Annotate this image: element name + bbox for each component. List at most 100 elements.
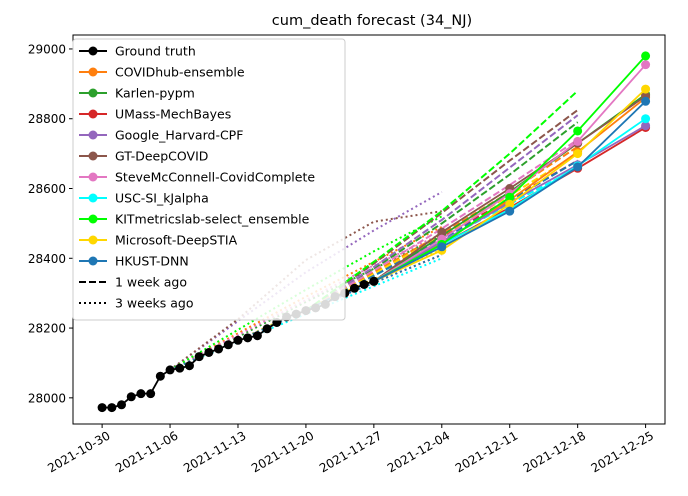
legend-marker xyxy=(88,130,98,140)
legend-label: SteveMcConnell-CovidComplete xyxy=(115,170,315,185)
ground-truth-point xyxy=(107,403,117,413)
legend-label: HKUST-DNN xyxy=(115,254,189,269)
one-week-ago-forecasts xyxy=(305,90,579,312)
legend-marker xyxy=(88,193,98,203)
ground-truth-point xyxy=(184,361,194,371)
y-tick-label: 28600 xyxy=(28,182,66,196)
x-tick-label: 2021-10-30 xyxy=(45,428,112,475)
legend-label: Microsoft-DeepSTIA xyxy=(115,233,238,248)
legend-entry: 3 weeks ago xyxy=(79,296,194,311)
ground-truth-point xyxy=(243,333,253,343)
legend-label: COVIDhub-ensemble xyxy=(115,65,245,80)
legend-label: Karlen-pypm xyxy=(115,86,195,101)
legend-entry: Google_Harvard-CPF xyxy=(79,128,243,143)
x-axis: 2021-10-30 2021-11-06 2021-11-13 2021-11-20… xyxy=(45,424,656,475)
forecast-point xyxy=(641,84,651,94)
x-tick-label: 2021-12-25 xyxy=(589,428,656,475)
x-tick-label: 2021-11-27 xyxy=(317,428,384,475)
forecast-point xyxy=(437,227,447,237)
dashed-line-Karlen-pypm xyxy=(305,121,579,312)
ground-truth-point xyxy=(233,335,243,345)
dotted-line-HKUST-DNN xyxy=(169,253,443,371)
legend-marker xyxy=(88,151,98,161)
dashed-line-Google_Harvard-CPF xyxy=(305,114,579,312)
forecast-point xyxy=(641,114,651,124)
forecast-point xyxy=(437,242,447,252)
ground-truth-point xyxy=(223,340,233,350)
ground-truth-point xyxy=(97,403,107,413)
forecast-point xyxy=(641,51,651,61)
ground-truth-point xyxy=(126,392,136,402)
legend: Ground truth COVIDhub-ensemble Karlen-pypm… xyxy=(72,38,346,321)
ground-truth-point xyxy=(252,331,262,341)
x-tick-label: 2021-12-04 xyxy=(385,428,452,475)
legend-entry: Ground truth xyxy=(79,44,196,59)
x-tick-label: 2021-11-20 xyxy=(249,428,316,475)
ground-truth-point xyxy=(155,371,165,381)
legend-marker xyxy=(88,109,98,119)
forecast-point xyxy=(505,206,515,216)
legend-label: Ground truth xyxy=(115,44,196,59)
forecast-point xyxy=(641,96,651,106)
forecast-point xyxy=(641,60,651,70)
x-tick-label: 2021-12-11 xyxy=(453,428,520,475)
legend-entry: KITmetricslab-select_ensemble xyxy=(79,212,310,227)
forecast-point xyxy=(505,192,515,202)
legend-marker xyxy=(88,67,98,77)
legend-entry: COVIDhub-ensemble xyxy=(79,65,245,80)
forecast-point xyxy=(641,121,651,131)
legend-marker xyxy=(88,256,98,266)
legend-marker xyxy=(88,46,98,56)
ground-truth-point xyxy=(204,347,214,357)
legend-label: UMass-MechBayes xyxy=(115,107,231,122)
y-tick-label: 29000 xyxy=(28,42,66,56)
legend-marker xyxy=(88,235,98,245)
legend-entry: USC-SI_kJalpha xyxy=(79,191,209,206)
legend-entry: Microsoft-DeepSTIA xyxy=(79,233,238,248)
forecast-line xyxy=(373,55,647,283)
legend-entry: 1 week ago xyxy=(79,275,187,290)
forecast-point xyxy=(573,149,583,159)
forecast-point xyxy=(573,126,583,136)
legend-entry: GT-DeepCOVID xyxy=(79,149,208,164)
ground-truth-point xyxy=(194,352,204,362)
ground-truth-point xyxy=(136,389,146,399)
y-tick-label: 28200 xyxy=(28,322,66,336)
x-tick-label: 2021-11-13 xyxy=(181,428,248,475)
y-tick-label: 28000 xyxy=(28,391,66,405)
forecast-point xyxy=(573,136,583,146)
ground-truth-point xyxy=(359,279,369,289)
forecast-point xyxy=(505,199,515,209)
legend-label: USC-SI_kJalpha xyxy=(115,191,209,206)
legend-marker xyxy=(88,88,98,98)
legend-label: Google_Harvard-CPF xyxy=(115,128,243,143)
legend-label: GT-DeepCOVID xyxy=(115,149,208,164)
legend-label: 1 week ago xyxy=(115,275,187,290)
forecast-point xyxy=(573,162,583,172)
legend-entry: HKUST-DNN xyxy=(79,254,189,269)
ground-truth-point xyxy=(349,283,359,293)
ground-truth-point xyxy=(117,400,127,410)
legend-entry: SteveMcConnell-CovidComplete xyxy=(79,170,315,185)
legend-box xyxy=(72,38,346,321)
legend-label: KITmetricslab-select_ensemble xyxy=(115,212,310,227)
y-tick-label: 28800 xyxy=(28,112,66,126)
ground-truth-point xyxy=(262,324,272,334)
ground-truth-point xyxy=(175,363,185,373)
dotted-line-KITmetricslab-select_ensemble xyxy=(169,215,443,371)
dotted-line-COVIDhub-ensemble xyxy=(169,226,443,371)
chart-title: cum_death forecast (34_NJ) xyxy=(272,13,472,29)
dashed-line-SteveMcConnell-CovidComplete xyxy=(305,138,579,312)
y-tick-label: 28400 xyxy=(28,252,66,266)
dotted-line-GT-DeepCOVID xyxy=(169,210,442,371)
legend-marker xyxy=(88,172,98,182)
legend-entry: Karlen-pypm xyxy=(79,86,195,101)
x-tick-label: 2021-11-06 xyxy=(113,428,180,475)
ground-truth-point xyxy=(146,389,156,399)
ground-truth-point xyxy=(165,365,175,375)
y-axis: 28000 28200 28400 28600 28800 29000 xyxy=(28,42,73,405)
dashed-line-KITmetricslab-select_ensemble xyxy=(305,90,579,312)
ground-truth-point xyxy=(369,276,379,286)
ground-truth-point xyxy=(214,344,224,354)
